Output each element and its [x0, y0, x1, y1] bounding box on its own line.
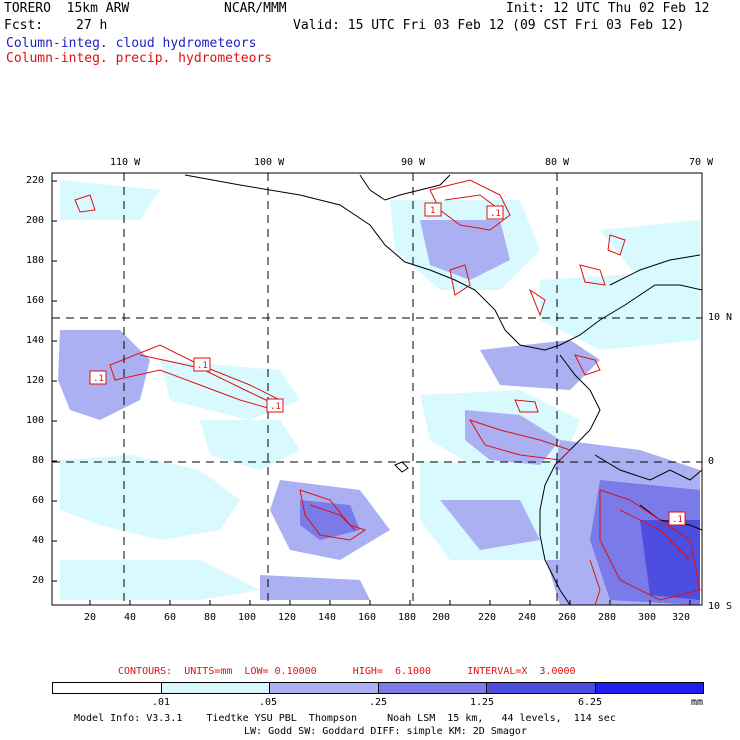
- lat-label-10s: 10 S: [708, 601, 733, 612]
- contour-label: .1: [270, 402, 281, 412]
- color-bar-label: .01: [152, 697, 171, 708]
- color-bar-segment: [378, 683, 487, 693]
- contour-label: .1: [490, 209, 501, 219]
- color-bar-label: 6.25: [578, 697, 603, 708]
- x-tick: 60: [164, 612, 177, 623]
- x-tick: 260: [558, 612, 577, 623]
- fcst-label: Fcst:: [4, 18, 44, 33]
- y-tick: 120: [26, 375, 45, 386]
- lat-label-0: 0: [708, 456, 715, 467]
- color-bar-segment: [161, 683, 270, 693]
- contour-label-text: .1 .1 .1 1 .1 .1: [93, 206, 683, 525]
- lon-label-80w: 80 W: [545, 157, 570, 168]
- axis-ticks: [52, 180, 691, 605]
- center-title: NCAR/MMM: [224, 1, 287, 16]
- y-tick: 80: [32, 455, 45, 466]
- coastlines: [184, 174, 702, 605]
- x-tick: 320: [672, 612, 691, 623]
- x-tick: 100: [238, 612, 257, 623]
- model-info-line2: LW: Godd SW: Goddard DIFF: simple KM: 2D…: [244, 726, 527, 737]
- contour-info: CONTOURS: UNITS=mm LOW= 0.10000 HIGH= 6.…: [118, 666, 576, 677]
- lon-label-100w: 100 W: [254, 157, 285, 168]
- color-bar-label: .25: [369, 697, 388, 708]
- map-frame: [51, 172, 703, 606]
- x-tick: 140: [318, 612, 337, 623]
- contour-label: 1: [430, 206, 435, 216]
- color-bar-segment: [53, 683, 162, 693]
- x-tick: 300: [638, 612, 657, 623]
- contour-label: .1: [197, 361, 208, 371]
- lat-label-10n: 10 N: [708, 312, 733, 323]
- y-tick: 60: [32, 495, 45, 506]
- color-bar-segment: [270, 683, 379, 693]
- y-tick: 160: [26, 295, 45, 306]
- model-info-line1: Model Info: V3.3.1 Tiedtke YSU PBL Thomp…: [74, 713, 616, 724]
- contour-label: .1: [672, 515, 683, 525]
- y-tick: 140: [26, 335, 45, 346]
- valid-time: Valid: 15 UTC Fri 03 Feb 12 (09 CST Fri …: [293, 18, 685, 33]
- y-tick: 100: [26, 415, 45, 426]
- x-tick: 180: [398, 612, 417, 623]
- y-tick: 40: [32, 535, 45, 546]
- fcst-value: 27 h: [76, 18, 108, 33]
- x-tick: 220: [478, 612, 497, 623]
- x-tick: 40: [124, 612, 137, 623]
- color-bar: [52, 682, 704, 694]
- x-tick: 120: [278, 612, 297, 623]
- color-bar-label: 1.25: [470, 697, 495, 708]
- x-tick: 20: [84, 612, 97, 623]
- y-tick: 180: [26, 255, 45, 266]
- lat-lon-grid: [52, 173, 702, 605]
- lon-label-110w: 110 W: [110, 157, 141, 168]
- color-bar-segment: [595, 683, 703, 693]
- x-tick: 240: [518, 612, 537, 623]
- lon-label-90w: 90 W: [401, 157, 426, 168]
- color-bar-label: .05: [259, 697, 278, 708]
- field-precip-label: Column-integ. precip. hydrometeors: [6, 51, 273, 66]
- y-tick: 20: [32, 575, 45, 586]
- y-tick: 200: [26, 215, 45, 226]
- cloud-shading: [58, 180, 700, 605]
- x-tick: 80: [204, 612, 217, 623]
- x-tick: 160: [358, 612, 377, 623]
- lon-label-70w: 70 W: [689, 157, 714, 168]
- init-time: Init: 12 UTC Thu 02 Feb 12: [506, 1, 710, 16]
- color-bar-unit: mm: [691, 697, 704, 708]
- field-cloud-label: Column-integ. cloud hydrometeors: [6, 36, 257, 51]
- x-tick: 280: [598, 612, 617, 623]
- contour-label-boxes: [89, 202, 686, 526]
- color-bar-segment: [487, 683, 596, 693]
- contour-label: .1: [93, 374, 104, 384]
- x-tick: 200: [432, 612, 451, 623]
- model-title: TORERO 15km ARW: [4, 1, 130, 16]
- map-area: [52, 173, 702, 605]
- y-tick: 220: [26, 175, 45, 186]
